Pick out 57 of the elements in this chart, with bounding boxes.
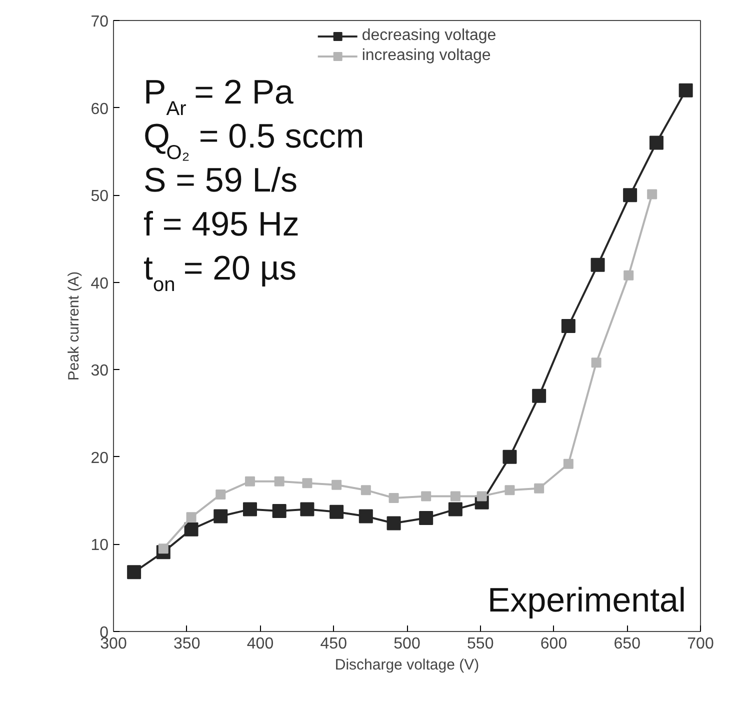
y-axis-title: Peak current (A) [66, 271, 83, 381]
point [450, 491, 460, 502]
x-tick-label: 350 [174, 636, 200, 652]
y-tick-label: 40 [90, 275, 109, 292]
y-tick-label: 50 [90, 188, 109, 206]
legend-label: increasing voltage [362, 47, 491, 65]
point [419, 511, 434, 526]
point [647, 189, 658, 200]
x-tick-label: 550 [467, 636, 494, 652]
point [127, 565, 142, 580]
point [502, 450, 517, 464]
point [216, 489, 226, 500]
annotation: f = 495 Hz [144, 206, 300, 244]
x-axis-title: Discharge voltage (V) [334, 656, 480, 674]
point [532, 388, 546, 403]
x-tick-label: 500 [394, 636, 420, 652]
point [184, 522, 198, 536]
annotation: S = 59 L/s [144, 162, 298, 200]
x-tick-label: 450 [320, 636, 348, 652]
point [504, 485, 515, 496]
x-tick-label: 600 [540, 636, 568, 652]
point [534, 483, 544, 494]
point [448, 502, 462, 516]
point [330, 504, 344, 519]
y-tick-label: 60 [90, 100, 109, 118]
x-tick-label: 400 [246, 636, 274, 652]
point [242, 502, 257, 516]
point [563, 458, 574, 469]
legend-label: decreasing voltage [362, 27, 496, 45]
y-tick-label: 10 [90, 537, 109, 554]
point [623, 188, 638, 202]
x-tick-label: 700 [687, 636, 714, 652]
point [332, 480, 342, 490]
annotation: Experimental [488, 582, 686, 620]
point [358, 509, 373, 524]
point [624, 270, 634, 280]
point [300, 502, 314, 516]
point [302, 478, 312, 488]
point [678, 83, 693, 98]
point [274, 476, 284, 486]
point [590, 258, 605, 272]
point [649, 136, 664, 150]
point [421, 491, 432, 502]
point [386, 516, 401, 530]
point [561, 319, 576, 333]
y-tick-label: 30 [90, 362, 109, 380]
y-tick-label: 20 [90, 450, 109, 467]
point [214, 509, 228, 524]
point [244, 476, 255, 486]
y-tick-label: 70 [90, 14, 109, 30]
point [360, 485, 371, 496]
x-tick-label: 650 [614, 636, 641, 652]
point [591, 358, 602, 368]
point [272, 504, 286, 518]
point [186, 512, 196, 522]
point [388, 492, 399, 503]
point [476, 491, 487, 502]
